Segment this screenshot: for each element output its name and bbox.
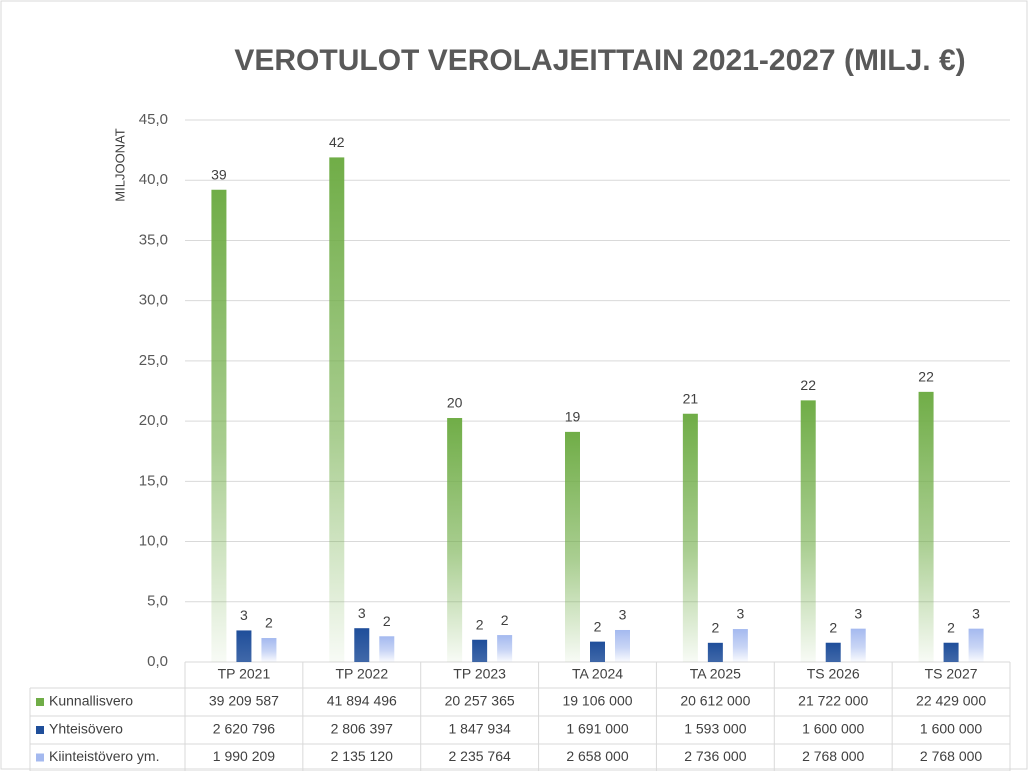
table-cell: 2 736 000: [684, 748, 746, 764]
bar: [261, 638, 277, 662]
table-cell: 2 768 000: [920, 748, 982, 764]
bar: [615, 629, 630, 662]
data-label: 22: [918, 369, 934, 385]
bar: [850, 628, 866, 662]
legend-swatch: [36, 726, 44, 734]
data-label: 3: [972, 605, 980, 621]
table-cell: 1 593 000: [684, 721, 746, 737]
y-tick-label: 10,0: [139, 533, 168, 550]
y-tick-label: 20,0: [139, 412, 168, 429]
table-cell: 1 990 209: [213, 748, 275, 764]
table-cell: 1 600 000: [920, 721, 982, 737]
data-label: 19: [565, 409, 581, 425]
data-label: 2: [947, 619, 955, 635]
table-cell: 2 620 796: [213, 721, 275, 737]
table-cell: 2 135 120: [331, 748, 393, 764]
table-cell: 20 612 000: [680, 693, 750, 709]
data-label: 22: [800, 377, 816, 393]
bar: [943, 642, 959, 662]
data-label: 3: [854, 605, 862, 621]
bar: [211, 189, 227, 662]
legend-label: Yhteisövero: [49, 721, 123, 737]
x-tick-label: TA 2025: [690, 666, 741, 682]
data-label: 2: [383, 613, 391, 629]
table-cell: 2 658 000: [566, 748, 628, 764]
data-label: 2: [829, 619, 837, 635]
data-label: 3: [358, 605, 366, 621]
bar: [732, 629, 748, 662]
data-label: 20: [447, 395, 463, 411]
y-tick-label: 45,0: [139, 111, 168, 128]
data-label: 3: [619, 607, 627, 623]
bar: [236, 630, 252, 662]
bar: [968, 628, 984, 662]
y-tick-label: 0,0: [147, 653, 168, 670]
x-tick-label: TP 2022: [335, 666, 388, 682]
legend-label: Kiinteistövero ym.: [49, 748, 159, 764]
x-tick-label: TS 2027: [925, 666, 978, 682]
data-label: 2: [265, 615, 273, 631]
x-tick-label: TP 2023: [453, 666, 506, 682]
y-tick-label: 40,0: [139, 171, 168, 188]
legend-swatch: [36, 753, 44, 762]
bar: [565, 431, 580, 662]
y-axis-label: MILJOONAT: [112, 128, 127, 201]
legend-swatch: [36, 698, 44, 706]
bar: [447, 418, 463, 662]
y-tick-label: 25,0: [139, 352, 168, 369]
bar: [329, 157, 345, 663]
bar: [918, 391, 934, 662]
table-cell: 20 257 365: [445, 693, 515, 709]
table-cell: 1 691 000: [566, 721, 628, 737]
table-cell: 22 429 000: [916, 693, 986, 709]
table-cell: 2 768 000: [802, 748, 864, 764]
table-cell: 2 806 397: [331, 721, 393, 737]
data-label: 3: [240, 607, 248, 623]
bar: [379, 636, 395, 662]
bar: [472, 639, 488, 662]
bar: [497, 635, 513, 662]
table-cell: 1 847 934: [448, 721, 510, 737]
x-tick-label: TP 2021: [218, 666, 271, 682]
table-cell: 19 106 000: [562, 693, 632, 709]
y-tick-label: 30,0: [139, 292, 168, 309]
data-label: 21: [683, 390, 699, 406]
y-tick-label: 35,0: [139, 231, 168, 248]
bar: [707, 642, 723, 662]
data-label: 39: [211, 166, 227, 182]
data-label: 2: [594, 618, 602, 634]
bar: [825, 642, 841, 662]
data-label: 42: [329, 134, 345, 150]
table-cell: 2 235 764: [448, 748, 510, 764]
table-cell: 41 894 496: [327, 693, 397, 709]
data-label: 3: [736, 606, 744, 622]
y-tick-label: 5,0: [147, 593, 168, 610]
table-cell: 1 600 000: [802, 721, 864, 737]
bar: [354, 628, 370, 662]
y-tick-label: 15,0: [139, 472, 168, 489]
legend-label: Kunnallisvero: [49, 693, 133, 709]
chart-title: VEROTULOT VEROLAJEITTAIN 2021-2027 (MILJ…: [234, 44, 965, 77]
bar: [800, 400, 816, 662]
data-label: 2: [476, 616, 484, 632]
x-tick-label: TA 2024: [572, 666, 623, 682]
x-tick-label: TS 2026: [807, 666, 860, 682]
bar: [590, 641, 605, 662]
table-cell: 21 722 000: [798, 693, 868, 709]
table-cell: 39 209 587: [209, 693, 279, 709]
data-label: 2: [501, 612, 509, 628]
bar: [682, 413, 698, 662]
data-label: 2: [711, 620, 719, 636]
